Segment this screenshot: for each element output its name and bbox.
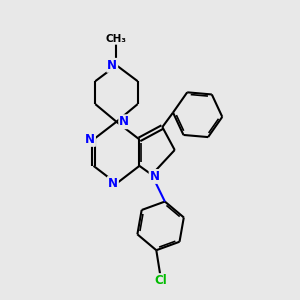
Text: N: N bbox=[108, 177, 118, 190]
Text: N: N bbox=[119, 115, 129, 128]
Text: Cl: Cl bbox=[154, 274, 167, 287]
Text: N: N bbox=[150, 170, 160, 183]
Text: N: N bbox=[85, 133, 95, 146]
Text: CH₃: CH₃ bbox=[106, 34, 127, 44]
Text: N: N bbox=[107, 59, 117, 72]
